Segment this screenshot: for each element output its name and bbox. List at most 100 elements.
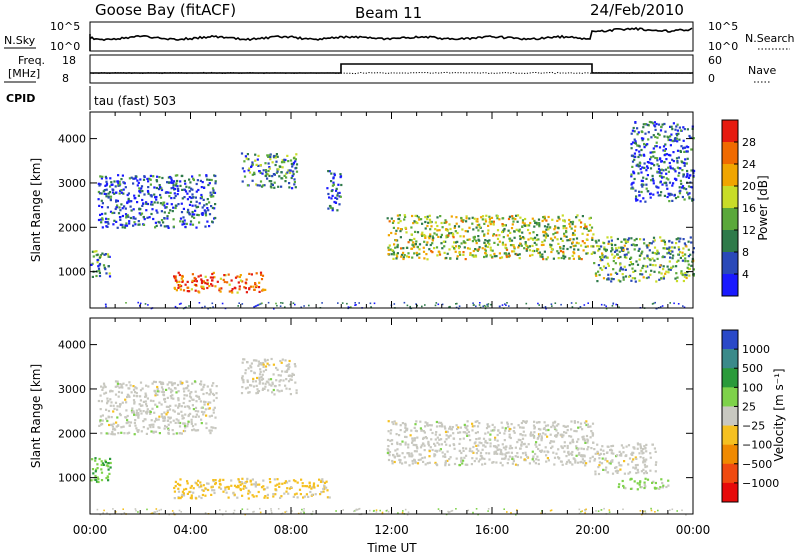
power-cell: [154, 196, 157, 199]
power-cell: [125, 216, 128, 219]
velocity-cell: [404, 443, 407, 446]
velocity-cell: [547, 428, 550, 432]
nsky-panel-frame: [89, 21, 694, 52]
velocity-cell: [517, 438, 520, 441]
power-cell: [169, 191, 172, 194]
power-cell: [511, 223, 514, 226]
velocity-cell: [201, 493, 204, 497]
power-cell: [179, 220, 182, 223]
velocity-cell: [285, 490, 288, 493]
velocity-cell: [416, 462, 420, 465]
power-cell: [107, 196, 110, 199]
power-cell: [667, 178, 670, 181]
velocity-cell: [649, 469, 652, 472]
velocity-cell: [617, 469, 620, 473]
velocity-cell: [406, 452, 409, 455]
velocity-cell: [501, 464, 504, 467]
velocity-cell: [145, 384, 148, 387]
power-cell: [257, 154, 260, 157]
velocity-cell: [170, 391, 173, 394]
power-cell: [300, 306, 302, 309]
power-cell: [652, 240, 655, 243]
velocity-cell: [310, 487, 313, 490]
velocity-cell: [474, 420, 477, 423]
power-cell: [661, 183, 664, 186]
power-cell: [181, 197, 184, 200]
velocity-cell: [437, 508, 440, 510]
power-cell: [265, 172, 268, 175]
power-cell: [116, 204, 119, 207]
velocity-cell: [634, 464, 637, 467]
power-cell: [443, 221, 446, 224]
power-cell: [220, 287, 223, 290]
power-cell: [613, 255, 617, 258]
power-cell: [211, 272, 214, 276]
power-cell: [159, 186, 162, 189]
velocity-cell: [285, 387, 288, 390]
power-cell: [686, 191, 689, 194]
velocity-cell: [642, 451, 645, 454]
velocity-cell: [539, 428, 542, 431]
velocity-cell: [487, 431, 490, 434]
power-cell: [171, 210, 174, 213]
power-cell: [646, 161, 649, 164]
velocity-cell: [435, 420, 438, 424]
power-cell: [165, 206, 168, 209]
velocity-cell: [169, 404, 172, 407]
velocity-cell: [244, 482, 247, 485]
power-cell: [549, 237, 553, 240]
velocity-cell: [444, 455, 447, 458]
power-cell: [650, 162, 653, 165]
power-cell: [138, 187, 141, 190]
power-cell: [666, 252, 669, 255]
velocity-cell: [496, 433, 499, 437]
power-cell: [416, 231, 420, 234]
power-cell: [97, 218, 101, 222]
power-cell: [446, 229, 449, 232]
power-cell: [635, 260, 638, 263]
power-cell: [404, 215, 407, 218]
power-cell: [412, 241, 415, 244]
velocity-cell: [278, 482, 281, 485]
power-cell: [687, 248, 690, 251]
velocity-cell: [598, 457, 601, 460]
power-cell: [563, 225, 566, 228]
velocity-cell: [477, 444, 480, 447]
power-cell: [545, 258, 548, 261]
power-cell: [488, 218, 491, 221]
velocity-cell: [567, 459, 570, 462]
velocity-cell: [254, 485, 257, 488]
velocity-cell: [303, 512, 305, 514]
power-cell: [221, 302, 224, 305]
power-cell: [623, 265, 626, 268]
power-cell: [173, 196, 176, 200]
velocity-cell: [292, 373, 295, 376]
velocity-cell: [521, 452, 525, 455]
velocity-cell: [551, 424, 554, 427]
power-cell: [501, 241, 504, 244]
power-cell: [613, 250, 617, 253]
power-cell: [451, 245, 454, 248]
velocity-cell: [328, 496, 331, 499]
power-cell: [170, 187, 173, 190]
power-cell: [610, 242, 613, 245]
freq-tick-top: 18: [62, 54, 76, 67]
power-cell: [203, 204, 206, 207]
velocity-cell: [533, 426, 536, 429]
power-cell: [487, 305, 489, 307]
velocity-cell: [554, 434, 557, 437]
power-cell: [648, 249, 651, 252]
power-cell: [551, 305, 553, 307]
velocity-cell: [138, 403, 141, 406]
velocity-cell: [509, 444, 512, 447]
power-cell: [505, 248, 509, 251]
velocity-cell: [218, 479, 221, 483]
power-cell: [483, 255, 486, 259]
power-cell: [416, 245, 419, 248]
power-cell: [173, 286, 176, 289]
power-cell: [529, 221, 532, 225]
power-cell: [542, 216, 545, 219]
power-cell: [688, 192, 691, 195]
velocity-cell: [272, 493, 275, 496]
velocity-cell: [435, 431, 438, 434]
